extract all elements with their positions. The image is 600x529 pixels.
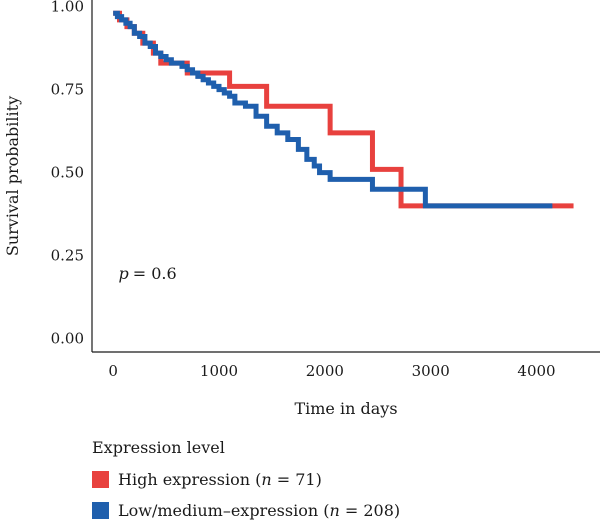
series-layer xyxy=(113,10,574,209)
y-tick-label: 0.50 xyxy=(51,164,84,182)
p-label: p xyxy=(118,264,128,283)
legend-title: Expression level xyxy=(92,438,225,457)
x-axis-title: Time in days xyxy=(294,399,397,418)
legend-item-high: High expression (n = 71) xyxy=(92,467,400,491)
x-tick-label: 3000 xyxy=(412,362,450,380)
legend-label-low: Low/medium–expression (n = 208) xyxy=(118,500,401,520)
x-tick-label: 1000 xyxy=(200,362,238,380)
legend-swatch-low xyxy=(92,501,109,519)
x-tick-label: 2000 xyxy=(306,362,344,380)
p-value: = 0.6 xyxy=(133,264,177,283)
legend-label-high: High expression (n = 71) xyxy=(118,469,322,489)
y-axis-title: Survival probability xyxy=(3,96,22,256)
y-tick-label: 1.00 xyxy=(51,0,84,16)
y-tick-label: 0.00 xyxy=(51,330,84,348)
p-value-annotation: p = 0.6 xyxy=(118,264,176,283)
legend-item-low: Low/medium–expression (n = 208) xyxy=(92,498,400,522)
y-tick-label: 0.25 xyxy=(51,247,84,265)
x-tick-label: 4000 xyxy=(517,362,555,380)
x-tick-label: 0 xyxy=(108,362,118,380)
y-ticks: 0.00 0.25 0.50 0.75 1.00 xyxy=(51,0,84,348)
legend: Expression level High expression (n = 71… xyxy=(92,438,400,529)
legend-swatch-high xyxy=(92,470,109,488)
series-line-low xyxy=(113,10,553,209)
y-tick-label: 0.75 xyxy=(51,81,84,99)
x-ticks: 0 1000 2000 3000 4000 xyxy=(108,362,555,380)
